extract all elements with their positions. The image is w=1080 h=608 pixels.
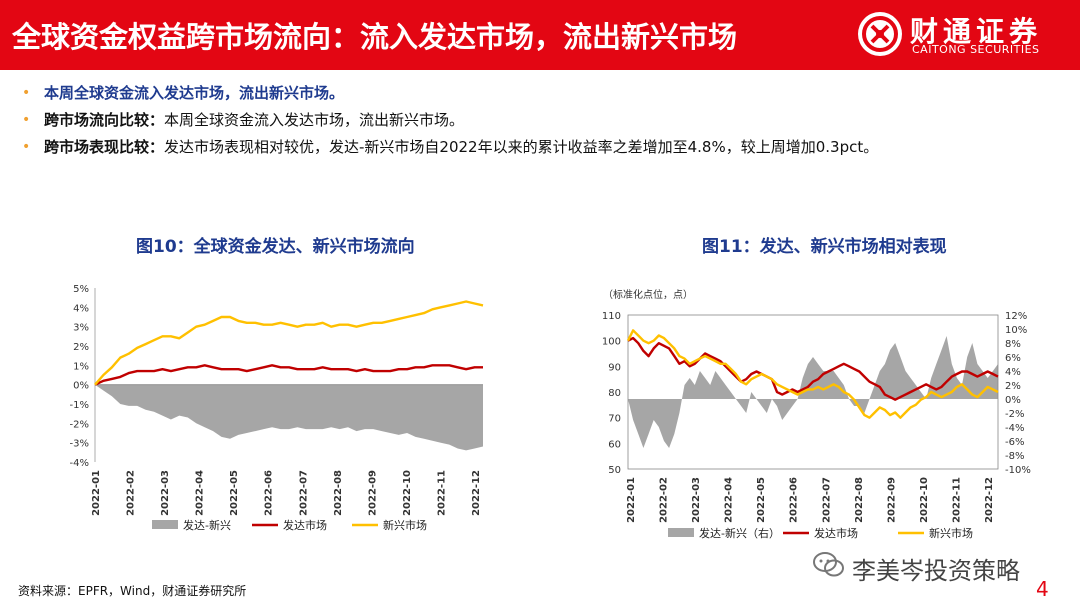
x-tick-label: 2022-04 — [195, 470, 206, 516]
y-right-tick-label: 6% — [1005, 353, 1021, 364]
y-left-tick-label: 70 — [608, 414, 621, 425]
y-right-tick-label: -6% — [1005, 437, 1024, 448]
x-tick-label: 2022-01 — [626, 477, 637, 523]
bullet-lead: 跨市场流向比较： — [44, 111, 165, 129]
x-tick-label: 2022-09 — [886, 477, 897, 523]
y-tick-label: 5% — [73, 284, 89, 295]
legend-swatch — [668, 528, 694, 537]
area-series-diff — [628, 336, 998, 448]
y-tick-label: 1% — [73, 361, 89, 372]
y-left-tick-label: 80 — [608, 388, 621, 399]
bullet-item: • 跨市场表现比较：发达市场表现相对较优，发达-新兴市场自2022年以来的累计收… — [22, 134, 1062, 161]
x-tick-label: 2022-08 — [854, 477, 865, 523]
summary-bullets: • 本周全球资金流入发达市场，流出新兴市场。 • 跨市场流向比较：本周全球资金流… — [22, 80, 1062, 161]
y-right-tick-label: -10% — [1005, 465, 1031, 476]
line-series-emerging — [626, 329, 999, 419]
y-right-tick-label: -2% — [1005, 409, 1024, 420]
x-tick-label: 2022-12 — [471, 470, 482, 516]
x-tick-label: 2022-02 — [659, 477, 670, 523]
x-tick-label: 2022-07 — [298, 470, 309, 516]
line-series-emerging — [94, 300, 484, 386]
wechat-icon — [813, 552, 844, 577]
x-tick-label: 2022-06 — [264, 470, 275, 516]
y-left-tick-label: 60 — [608, 439, 621, 450]
bullet-text: 本周全球资金流入发达市场，流出新兴市场。 — [164, 111, 465, 129]
y-tick-label: -1% — [70, 400, 89, 411]
y-tick-label: 0% — [73, 381, 89, 392]
legend-swatch — [152, 520, 178, 529]
y-axis-title: （标准化点位，点） — [603, 288, 693, 301]
y-right-tick-label: 2% — [1005, 381, 1021, 392]
y-right-tick-label: 0% — [1005, 395, 1021, 406]
x-tick-label: 2022-02 — [126, 470, 137, 516]
x-tick-label: 2022-12 — [984, 477, 995, 523]
brand-logo: 财通证券 CAITONG SECURITIES — [858, 8, 1073, 62]
y-tick-label: 2% — [73, 342, 89, 353]
y-right-tick-label: -4% — [1005, 423, 1024, 434]
bullet-dot-icon: • — [22, 85, 31, 101]
page-title: 全球资金权益跨市场流向：流入发达市场，流出新兴市场 — [12, 20, 738, 54]
x-tick-label: 2022-10 — [919, 477, 930, 523]
watermark: 李美岑投资策略 — [810, 547, 1060, 585]
brand-name-en: CAITONG SECURITIES — [912, 43, 1040, 56]
bullet-item: • 本周全球资金流入发达市场，流出新兴市场。 — [22, 80, 1062, 107]
bullet-dot-icon: • — [22, 139, 31, 155]
y-tick-label: -2% — [70, 419, 89, 430]
x-tick-label: 2022-03 — [160, 470, 171, 516]
x-tick-label: 2022-01 — [91, 470, 102, 516]
legend-label: 发达市场 — [283, 518, 327, 532]
y-left-tick-label: 110 — [602, 311, 621, 322]
x-tick-label: 2022-11 — [951, 477, 962, 523]
bullet-dot-icon: • — [22, 112, 31, 128]
y-right-tick-label: 4% — [1005, 367, 1021, 378]
x-tick-label: 2022-04 — [724, 477, 735, 523]
bullet-lead: 跨市场表现比较： — [44, 138, 165, 156]
chart-11: （标准化点位，点） 110 100 90 80 70 60 50 12% 10% 8% 6% 4% 2% 0… — [595, 275, 1070, 565]
legend-label: 新兴市场 — [929, 526, 973, 540]
y-left-tick-label: 50 — [608, 465, 621, 476]
chart-10-title: 图10：全球资金发达、新兴市场流向 — [136, 237, 415, 257]
x-tick-label: 2022-05 — [229, 470, 240, 516]
y-tick-label: 3% — [73, 323, 89, 334]
y-right-tick-label: 10% — [1005, 325, 1027, 336]
y-tick-label: -4% — [70, 458, 89, 469]
y-left-tick-label: 100 — [602, 337, 621, 348]
brand-name-cn: 财通证券 — [910, 15, 1043, 48]
page-number: 4 — [1036, 577, 1049, 601]
chart-11-title: 图11：发达、新兴市场相对表现 — [702, 237, 947, 257]
bullet-text: 发达市场表现相对较优，发达-新兴市场自2022年以来的累计收益率之差增加至4.8… — [164, 138, 879, 156]
line-series-developed — [94, 364, 483, 386]
legend-label: 新兴市场 — [383, 518, 427, 532]
x-tick-label: 2022-05 — [756, 477, 767, 523]
watermark-text: 李美岑投资策略 — [852, 557, 1020, 585]
x-tick-label: 2022-10 — [402, 470, 413, 516]
y-left-tick-label: 90 — [608, 362, 621, 373]
bullet-item: • 跨市场流向比较：本周全球资金流入发达市场，流出新兴市场。 — [22, 107, 1062, 134]
x-tick-label: 2022-11 — [436, 470, 447, 516]
header-bar: 全球资金权益跨市场流向：流入发达市场，流出新兴市场 财通证券 CAITONG S… — [0, 0, 1080, 70]
chart-10: 5% 4% 3% 2% 1% 0% -1% -2% -3% -4%2022-01 2022-02 20… — [55, 275, 495, 565]
y-tick-label: 4% — [73, 303, 89, 314]
source-note: 资料来源：EPFR，Wind，财通证券研究所 — [18, 584, 247, 598]
line-series-developed — [627, 336, 999, 401]
y-right-tick-label: 8% — [1005, 339, 1021, 350]
y-right-tick-label: -8% — [1005, 451, 1024, 462]
area-series-diff — [95, 384, 483, 451]
x-tick-label: 2022-03 — [691, 477, 702, 523]
x-tick-label: 2022-06 — [789, 477, 800, 523]
x-tick-label: 2022-09 — [367, 470, 378, 516]
y-tick-label: -3% — [70, 439, 89, 450]
legend-label: 发达-新兴 — [183, 518, 231, 532]
brand-logo-icon — [858, 12, 902, 56]
legend-label: 发达市场 — [814, 526, 858, 540]
bullet-text: 本周全球资金流入发达市场，流出新兴市场。 — [44, 84, 345, 102]
x-tick-label: 2022-08 — [333, 470, 344, 516]
y-right-tick-label: 12% — [1005, 311, 1027, 322]
legend-label: 发达-新兴（右） — [699, 526, 780, 540]
x-tick-label: 2022-07 — [821, 477, 832, 523]
